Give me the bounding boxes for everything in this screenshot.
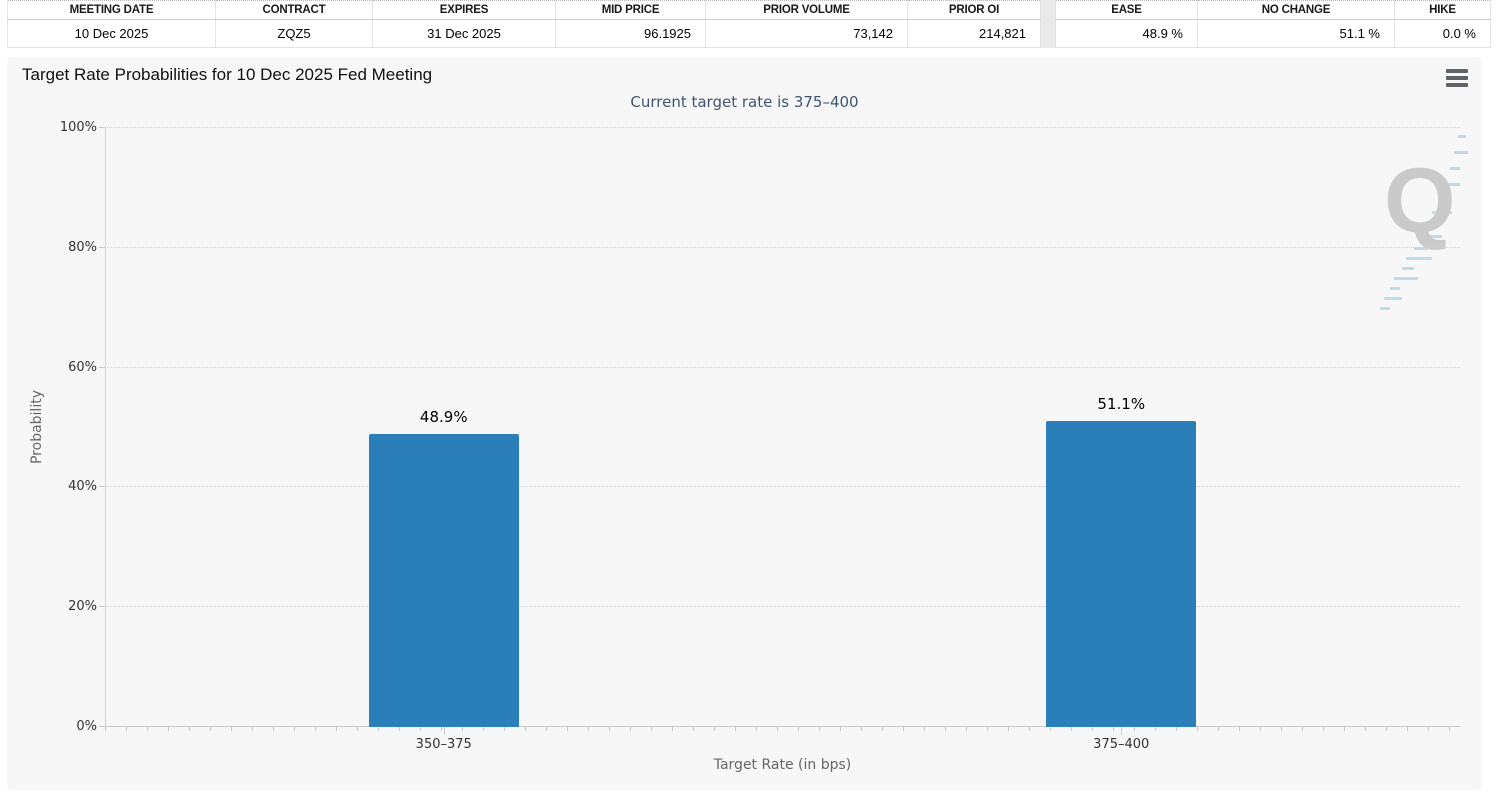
header-hike: HIKE	[1394, 0, 1491, 20]
probability-header-row: EASE NO CHANGE HIKE	[1055, 0, 1491, 20]
header-contract: CONTRACT	[215, 0, 373, 20]
y-tick	[99, 726, 105, 727]
value-mid-price: 96.1925	[555, 19, 706, 48]
header-no-change: NO CHANGE	[1197, 0, 1395, 20]
y-tick-label: 40%	[68, 479, 97, 495]
y-tick	[99, 246, 105, 248]
quikstrike-watermark: Q	[1380, 117, 1468, 317]
probability-value-row: 48.9 % 51.1 % 0.0 %	[1055, 19, 1491, 48]
y-tick	[99, 127, 105, 128]
y-tick-label: 100%	[59, 120, 97, 135]
value-prior-oi: 214,821	[907, 19, 1041, 48]
probability-bar-350-375[interactable]: 48.9%	[368, 408, 519, 727]
x-category-label: 350–375	[415, 737, 472, 752]
value-expires: 31 Dec 2025	[372, 19, 556, 48]
x-axis-tick	[1121, 727, 1123, 735]
header-prior-oi: PRIOR OI	[907, 0, 1041, 20]
y-axis-line	[105, 128, 106, 727]
y-tick	[99, 606, 105, 608]
value-contract: ZQZ5	[215, 19, 373, 48]
value-no-change: 51.1 %	[1197, 19, 1395, 48]
y-tick-label: 0%	[76, 719, 97, 734]
table-divider	[1041, 0, 1055, 48]
gridline-40: 40%	[68, 479, 1460, 494]
y-axis-title: Probability	[29, 390, 45, 465]
x-axis-tick	[443, 727, 445, 735]
fed-meeting-tables: MEETING DATE CONTRACT EXPIRES MID PRICE …	[7, 0, 1491, 48]
bar-value-label: 51.1%	[1097, 394, 1146, 413]
chart-title: Target Rate Probabilities for 10 Dec 202…	[22, 65, 433, 84]
value-ease: 48.9 %	[1055, 19, 1198, 48]
gridline-0: 0%	[76, 719, 1460, 734]
x-axis-minor-ticks	[105, 727, 1460, 731]
value-hike: 0.0 %	[1394, 19, 1491, 48]
probability-bar-375-400[interactable]: 51.1%	[1046, 395, 1197, 727]
header-mid-price: MID PRICE	[555, 0, 706, 20]
quote-header-row: MEETING DATE CONTRACT EXPIRES MID PRICE …	[7, 0, 1041, 20]
y-tick-label: 60%	[68, 359, 97, 375]
y-tick-label: 80%	[68, 239, 97, 255]
chart-subtitle: Current target rate is 375–400	[630, 93, 859, 111]
header-prior-volume: PRIOR VOLUME	[705, 0, 908, 20]
y-tick-label: 20%	[68, 599, 97, 615]
header-expires: EXPIRES	[372, 0, 556, 20]
contract-quote-table: MEETING DATE CONTRACT EXPIRES MID PRICE …	[7, 0, 1041, 48]
value-prior-volume: 73,142	[705, 19, 908, 48]
quote-value-row: 10 Dec 2025 ZQZ5 31 Dec 2025 96.1925 73,…	[7, 19, 1041, 48]
header-ease: EASE	[1055, 0, 1198, 20]
value-meeting-date: 10 Dec 2025	[7, 19, 216, 48]
plot-area: 0% 20% 40% 60% 80% 100% 48.9% 51.1%	[60, 120, 1460, 752]
hamburger-icon[interactable]	[1446, 69, 1468, 87]
x-axis-title: Target Rate (in bps)	[713, 757, 852, 773]
header-meeting-date: MEETING DATE	[7, 0, 216, 20]
quikstrike-q-letter: Q	[1384, 150, 1456, 252]
bar-value-label: 48.9%	[419, 408, 468, 427]
gridline-100: 100%	[60, 120, 1460, 135]
y-tick	[99, 486, 105, 488]
x-category-label: 375–400	[1093, 737, 1150, 752]
gridline-20: 20%	[68, 599, 1460, 614]
gridline-60: 60%	[68, 360, 1460, 375]
gridline-80: 80%	[68, 240, 1460, 255]
y-tick	[99, 366, 105, 368]
move-probability-table: EASE NO CHANGE HIKE 48.9 % 51.1 % 0.0 %	[1055, 0, 1491, 48]
probability-chart-panel: Target Rate Probabilities for 10 Dec 202…	[7, 57, 1482, 790]
